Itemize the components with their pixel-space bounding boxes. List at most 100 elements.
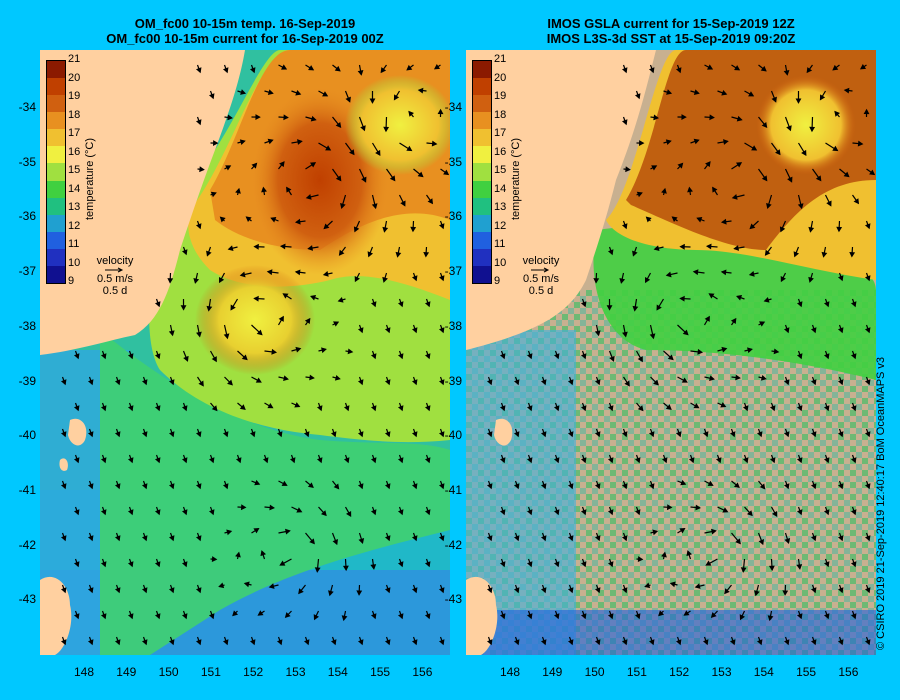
current-arrowhead [335,175,342,182]
current-arrowhead [821,251,828,258]
current-arrowhead [721,89,728,96]
current-arrowhead [707,64,714,70]
lon-label: 153 [711,665,732,679]
current-arrowhead [73,561,80,568]
current-arrowhead [797,203,804,210]
current-arrowhead [213,140,219,146]
current-arrowhead [424,301,431,308]
colorbar-label: 11 [494,238,506,250]
current-arrowhead [740,567,747,573]
current-arrowhead [749,223,756,230]
current-arrowhead [438,639,445,646]
current-arrowhead [823,561,830,568]
colorbar-label: 13 [68,201,81,213]
colorbar-label: 21 [494,53,507,65]
current-arrowhead [837,431,844,438]
current-arrowhead [526,405,533,412]
current-arrowhead [869,169,876,176]
current-arrowhead [168,330,175,337]
current-arrowhead [761,122,768,129]
current-arrowhead [653,114,659,121]
current-arrowhead [260,550,266,557]
current-arrowhead [353,226,360,233]
current-arrowhead [653,245,660,252]
lat-label: -36 [18,209,36,224]
current-arrowhead [665,271,672,278]
current-arrowhead [810,587,817,594]
current-arrowhead [417,87,424,94]
current-arrowhead [810,431,817,438]
current-arrowhead [843,171,850,178]
current-arrowhead [648,67,655,74]
current-arrowhead [408,110,414,117]
current-arrowhead [837,587,844,594]
current-arrowhead [222,431,229,438]
current-arrowhead [580,561,587,568]
current-arrowhead [621,431,628,438]
current-arrowhead [637,405,644,412]
current-arrowhead [370,509,377,516]
current-arrowhead [784,538,791,545]
left-colorbar-title: temperature (°C) [84,137,96,220]
current-arrowhead [195,67,202,74]
current-arrowhead [141,379,148,386]
current-arrowhead [211,556,218,563]
current-arrowhead [632,305,639,312]
current-arrowhead [239,404,246,410]
current-arrowhead [735,162,743,168]
current-arrowhead [739,614,745,621]
current-arrowhead [639,140,645,146]
colorbar-label: 21 [68,53,81,65]
lon-label: 152 [243,665,264,679]
current-arrowhead [692,269,699,276]
current-arrowhead [255,114,261,120]
lon-label: 151 [626,665,647,679]
current-arrowhead [333,483,340,490]
current-arrowhead [310,295,317,301]
current-arrowhead [87,431,94,438]
current-arrowhead [309,374,315,381]
current-arrowhead [249,431,256,438]
current-arrowhead [371,203,378,210]
colorbar-swatch [47,146,65,164]
current-arrowhead [60,587,67,594]
lat-label: -37 [444,264,462,279]
current-arrowhead [837,483,844,490]
current-arrowhead [417,171,424,178]
current-arrowhead [486,535,493,542]
current-arrowhead [384,327,391,334]
current-arrowhead [383,126,390,133]
current-arrowhead [73,509,80,516]
current-arrowhead [720,269,727,276]
current-arrowhead [526,509,533,516]
current-arrowhead [321,347,327,354]
right-title: IMOS GSLA current for 15-Sep-2019 12Z IM… [466,16,876,46]
current-arrowhead [526,561,533,568]
current-arrowhead [411,483,418,490]
colorbar-swatch [47,129,65,147]
left-title-line2: OM_fc00 10-15m current for 16-Sep-2019 0… [106,31,384,46]
current-arrowhead [694,583,701,589]
current-arrowhead [370,353,377,360]
current-arrowhead [705,560,712,566]
current-arrowhead [864,275,871,282]
current-arrowhead [747,347,753,354]
colorbar-swatch [47,231,65,249]
current-arrowhead [783,327,790,334]
lat-label: -35 [444,154,462,169]
current-arrowhead [245,216,252,222]
current-arrowhead [87,587,94,594]
colorbar-swatch [473,61,491,79]
current-arrowhead [632,250,638,257]
current-arrowhead [850,613,857,620]
current-arrowhead [87,535,94,542]
current-arrowhead [796,301,803,308]
current-arrowhead [267,138,274,145]
current-arrowhead [208,457,215,464]
left-map-svg [40,50,450,655]
current-arrowhead [681,377,688,383]
current-arrowhead [622,331,628,338]
current-arrowhead [624,380,630,387]
current-arrowhead [271,348,278,355]
right-map-svg [466,50,876,655]
